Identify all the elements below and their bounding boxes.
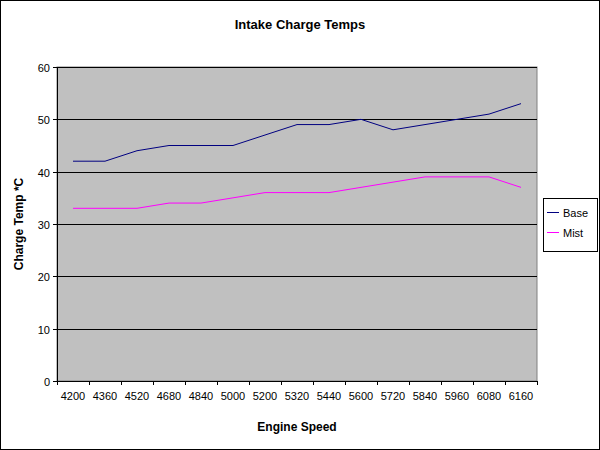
- x-tick-label: 5440: [317, 390, 341, 402]
- legend-box: [544, 199, 598, 252]
- grid-line: [57, 67, 537, 68]
- x-tick-label: 6160: [509, 390, 533, 402]
- y-tick-label: 0: [44, 376, 50, 388]
- x-tick: [153, 381, 154, 385]
- x-tick: [217, 381, 218, 385]
- x-tick: [313, 381, 314, 385]
- x-tick-label: 4520: [125, 390, 149, 402]
- y-tick-label: 40: [38, 167, 50, 179]
- x-tick-label: 4360: [93, 390, 117, 402]
- x-tick-label: 5840: [413, 390, 437, 402]
- x-tick: [409, 381, 410, 385]
- x-tick: [185, 381, 186, 385]
- x-tick-label: 5200: [253, 390, 277, 402]
- y-tick: [53, 119, 57, 120]
- y-tick: [53, 67, 57, 68]
- grid-line: [57, 119, 537, 120]
- legend: Base Mist: [544, 199, 598, 252]
- y-tick: [53, 381, 57, 382]
- x-tick-label: 5960: [445, 390, 469, 402]
- x-tick-label: 5720: [381, 390, 405, 402]
- y-tick-label: 50: [38, 114, 50, 126]
- x-tick-label: 4680: [157, 390, 181, 402]
- x-tick: [537, 381, 538, 385]
- y-tick: [53, 329, 57, 330]
- x-tick: [377, 381, 378, 385]
- x-tick-label: 5320: [285, 390, 309, 402]
- x-tick: [281, 381, 282, 385]
- grid-line: [57, 224, 537, 225]
- x-tick-label: 4840: [189, 390, 213, 402]
- x-tick: [345, 381, 346, 385]
- x-tick: [441, 381, 442, 385]
- grid-line: [57, 276, 537, 277]
- y-tick: [53, 276, 57, 277]
- legend-label: Mist: [563, 227, 583, 239]
- grid-line: [57, 329, 537, 330]
- x-tick-label: 6080: [477, 390, 501, 402]
- x-tick-label: 4200: [61, 390, 85, 402]
- y-tick-label: 30: [38, 219, 50, 231]
- x-tick: [249, 381, 250, 385]
- legend-label: Base: [563, 207, 588, 219]
- x-tick-label: 5600: [349, 390, 373, 402]
- y-axis-label: Charge Temp *C: [12, 177, 26, 270]
- x-axis-label: Engine Speed: [257, 420, 336, 434]
- x-tick: [473, 381, 474, 385]
- y-tick-label: 60: [38, 62, 50, 74]
- legend-swatch: [547, 212, 559, 213]
- grid-line: [57, 381, 537, 382]
- x-tick: [121, 381, 122, 385]
- title: Intake Charge Temps: [235, 17, 366, 32]
- y-tick-label: 20: [38, 271, 50, 283]
- chart-area: [1, 1, 600, 450]
- x-tick-label: 5000: [221, 390, 245, 402]
- y-tick: [53, 224, 57, 225]
- y-axis: [57, 67, 58, 381]
- series-group: [73, 104, 521, 209]
- x-axis: [57, 381, 537, 382]
- series-line: [73, 104, 521, 162]
- x-tick: [89, 381, 90, 385]
- x-tick: [57, 381, 58, 385]
- series-line: [73, 177, 521, 208]
- legend-swatch: [547, 232, 559, 233]
- y-tick-label: 10: [38, 324, 50, 336]
- grid-line: [57, 172, 537, 173]
- plot-area: [57, 67, 537, 381]
- x-tick: [505, 381, 506, 385]
- chart: 0 10 20 30 40 50 60 4200 4360 4520 4680 4840 5000 520…: [0, 0, 600, 450]
- y-tick: [53, 172, 57, 173]
